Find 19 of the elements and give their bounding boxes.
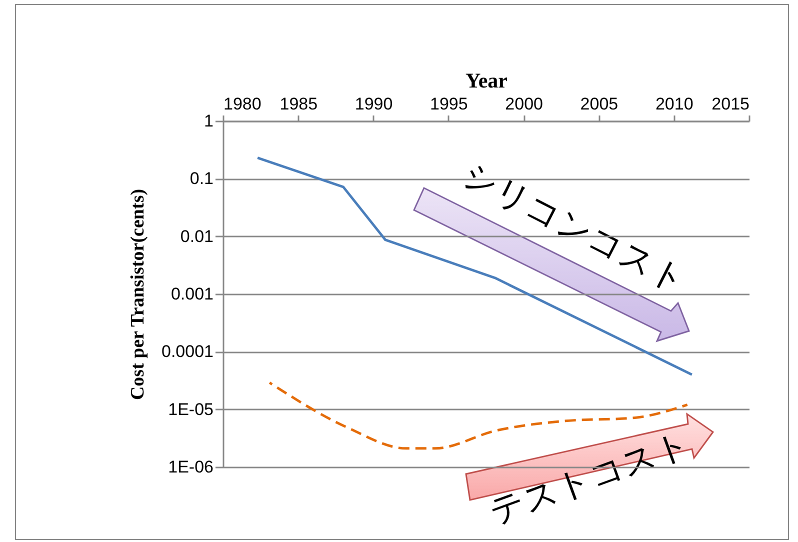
x-tick-label: 1980	[224, 94, 262, 114]
x-tick-label: 2015	[712, 94, 750, 114]
x-tick-label: 1985	[280, 94, 318, 114]
y-tick-label: 1E-05	[168, 400, 214, 419]
x-tick-label: 1990	[354, 94, 393, 114]
y-tick-label: 0.0001	[162, 342, 214, 362]
line-series	[256, 156, 694, 376]
x-tick-label: 2010	[655, 94, 694, 114]
y-tick-label: 1	[204, 112, 214, 130]
x-tick-label: 1995	[430, 94, 468, 114]
x-tick-label: 2005	[580, 94, 618, 114]
annotation: シリコンコスト	[455, 154, 694, 304]
y-tick-label: 0.001	[170, 284, 214, 304]
y-tick-label: 0.1	[190, 169, 214, 188]
y-tick-label: 1E-06	[168, 458, 214, 476]
y-tick-label: 0.01	[180, 226, 214, 246]
y-axis-title: Cost per Transistor(cents)	[128, 188, 149, 400]
x-tick-label: 2000	[505, 94, 543, 114]
x-axis-title: Year	[466, 68, 508, 92]
